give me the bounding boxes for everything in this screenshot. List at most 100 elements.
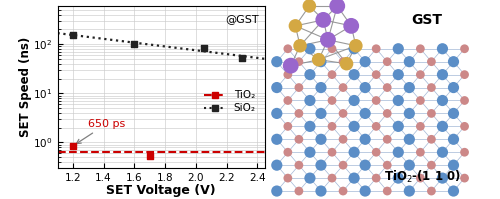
Y-axis label: SET Speed (ns): SET Speed (ns) [19,37,32,137]
Point [406,164,413,167]
Point [350,73,358,76]
Point [438,47,446,50]
Point [450,189,458,193]
Point [361,60,369,63]
Point [295,138,303,141]
Text: @GST: @GST [225,14,259,24]
Point [317,164,325,167]
Point [342,62,350,65]
Point [428,60,436,63]
Point [328,99,336,102]
Point [460,151,468,154]
Point [328,151,336,154]
Point [394,99,402,102]
Point [284,47,292,50]
Point [317,189,325,193]
Point [273,60,281,63]
Point [339,60,347,63]
Point [69,33,77,36]
Point [372,99,380,102]
Point [306,177,314,180]
X-axis label: SET Voltage (V): SET Voltage (V) [106,184,216,197]
Point [372,125,380,128]
Point [383,60,391,63]
Point [361,164,369,167]
Point [295,164,303,167]
Point [339,86,347,89]
Point [394,151,402,154]
Point [306,99,314,102]
Point [460,177,468,180]
Point [383,164,391,167]
Point [428,112,436,115]
Point [328,177,336,180]
Point [347,24,355,27]
Point [460,47,468,50]
Point [296,44,304,47]
Point [200,46,207,49]
Point [350,151,358,154]
Point [352,44,360,47]
Point [292,24,300,27]
Point [372,177,380,180]
Point [428,86,436,89]
Point [295,189,303,193]
Point [406,138,413,141]
Point [339,164,347,167]
Point [438,99,446,102]
Point [284,99,292,102]
Point [394,177,402,180]
Point [333,4,341,8]
Point [416,47,424,50]
Point [406,112,413,115]
Point [317,138,325,141]
Point [372,73,380,76]
Point [450,138,458,141]
Point [428,189,436,193]
Point [273,138,281,141]
Point [306,4,314,8]
Point [406,60,413,63]
Point [295,60,303,63]
Point [460,73,468,76]
Point [438,177,446,180]
Point [295,112,303,115]
Point [306,47,314,50]
Point [361,86,369,89]
Point [314,58,322,61]
Point [394,73,402,76]
Point [361,189,369,193]
Point [287,64,295,67]
Point [350,177,358,180]
Point [460,125,468,128]
Point [428,138,436,141]
Point [273,189,281,193]
Text: GST: GST [412,13,442,27]
Point [238,57,246,60]
Point [273,86,281,89]
Point [317,86,325,89]
Point [339,189,347,193]
Point [438,125,446,128]
Point [416,73,424,76]
Point [450,112,458,115]
Point [383,86,391,89]
Point [328,47,336,50]
Point [406,189,413,193]
Point [394,47,402,50]
Point [284,73,292,76]
Point [361,112,369,115]
Legend: TiO₂, SiO₂: TiO₂, SiO₂ [200,86,260,118]
Point [383,138,391,141]
Point [372,47,380,50]
Point [383,189,391,193]
Point [146,155,154,158]
Point [372,151,380,154]
Point [406,86,413,89]
Point [273,164,281,167]
Point [350,47,358,50]
Point [450,60,458,63]
Point [69,144,77,147]
Point [339,138,347,141]
Point [428,164,436,167]
